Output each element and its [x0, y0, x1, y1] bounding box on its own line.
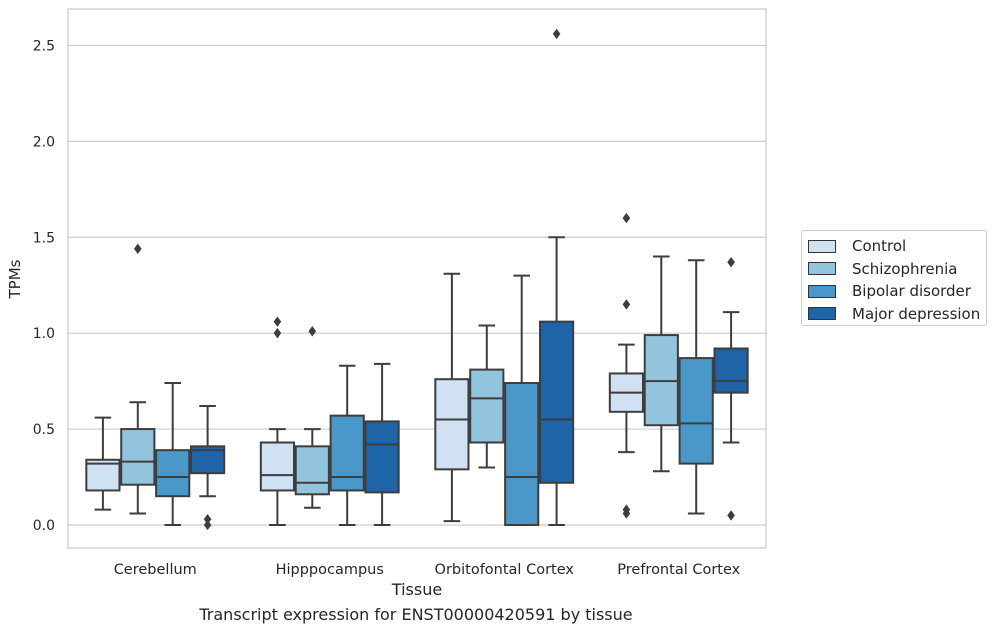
box-0-1	[120, 243, 156, 515]
box-0-3	[190, 405, 226, 531]
legend-swatch-bipolar-disorder	[808, 284, 836, 298]
y-axis-label: TPMs	[6, 259, 24, 299]
legend-label-bipolar-disorder: Bipolar disorder	[852, 282, 971, 301]
box-3-1	[643, 255, 679, 473]
legend-item-bipolar-disorder: Bipolar disorder	[808, 280, 986, 303]
box-2-3	[539, 28, 575, 526]
gridlines	[68, 44, 766, 526]
box-iqr	[294, 445, 330, 496]
box-1-3	[364, 362, 400, 526]
outlier-point	[203, 519, 212, 531]
y-tick-label: 0.5	[33, 422, 55, 438]
legend-item-schizophrenia: Schizophrenia	[808, 258, 986, 281]
box-iqr	[259, 441, 295, 492]
legend-swatch-schizophrenia	[808, 262, 836, 276]
box-iqr	[469, 368, 505, 444]
outlier-point	[273, 327, 282, 339]
x-axis-label: Tissue	[391, 580, 442, 599]
chart-caption: Transcript expression for ENST0000042059…	[199, 605, 633, 624]
box-1-1	[294, 326, 330, 509]
x-tick-label: Cerebellum	[114, 562, 197, 578]
y-tick-label: 2.5	[33, 38, 55, 54]
box-1-0	[259, 316, 295, 526]
legend-label-control: Control	[852, 237, 907, 256]
box-iqr	[364, 420, 400, 494]
y-tick-label: 1.5	[33, 230, 55, 246]
y-tick-labels: 0.0 0.5 1.0 1.5 2.0 2.5	[33, 38, 55, 534]
outlier-point	[622, 299, 631, 310]
box-1-2	[329, 364, 365, 526]
box-2-0	[434, 272, 470, 523]
x-tick-label: Hipppocampus	[276, 562, 384, 578]
outlier-point	[727, 256, 735, 268]
y-tick-label: 0.0	[33, 518, 55, 534]
legend: Control Schizophrenia Bipolar disorder M…	[801, 230, 987, 326]
outlier-point	[308, 326, 317, 337]
x-tick-labels: Cerebellum Hipppocampus Orbitofontal Corte…	[114, 562, 741, 578]
legend-item-major-depression: Major depression	[808, 303, 986, 326]
y-tick-label: 2.0	[33, 134, 55, 150]
box-2-1	[469, 324, 505, 469]
outlier-point	[552, 28, 561, 40]
outlier-point	[622, 212, 631, 224]
box-0-0	[85, 416, 121, 511]
box-2-2	[504, 274, 540, 526]
boxes	[85, 28, 749, 531]
outlier-point	[622, 504, 631, 515]
box-iqr	[713, 347, 749, 394]
box-iqr	[120, 428, 156, 486]
outlier-point	[273, 316, 282, 327]
box-iqr	[504, 382, 540, 526]
box-iqr	[85, 458, 121, 492]
box-iqr	[434, 378, 470, 471]
y-tick-label: 1.0	[33, 326, 55, 342]
x-tick-label: Orbitofontal Cortex	[435, 562, 575, 578]
box-iqr	[329, 414, 365, 492]
box-3-0	[608, 212, 644, 519]
outlier-point	[134, 243, 142, 254]
x-tick-label: Prefrontal Cortex	[617, 562, 740, 578]
legend-swatch-major-depression	[808, 307, 836, 321]
legend-label-schizophrenia: Schizophrenia	[852, 259, 958, 278]
legend-swatch-control	[808, 239, 836, 253]
box-3-2	[678, 259, 714, 515]
box-iqr	[539, 320, 575, 484]
box-3-3	[713, 256, 749, 521]
legend-label-major-depression: Major depression	[852, 304, 981, 323]
box-iqr	[678, 357, 714, 465]
outlier-point	[727, 510, 735, 521]
legend-item-control: Control	[808, 235, 986, 258]
outlier-point	[203, 514, 212, 525]
box-0-2	[155, 382, 191, 526]
plot-area-frame	[67, 8, 767, 549]
box-iqr	[155, 449, 191, 498]
